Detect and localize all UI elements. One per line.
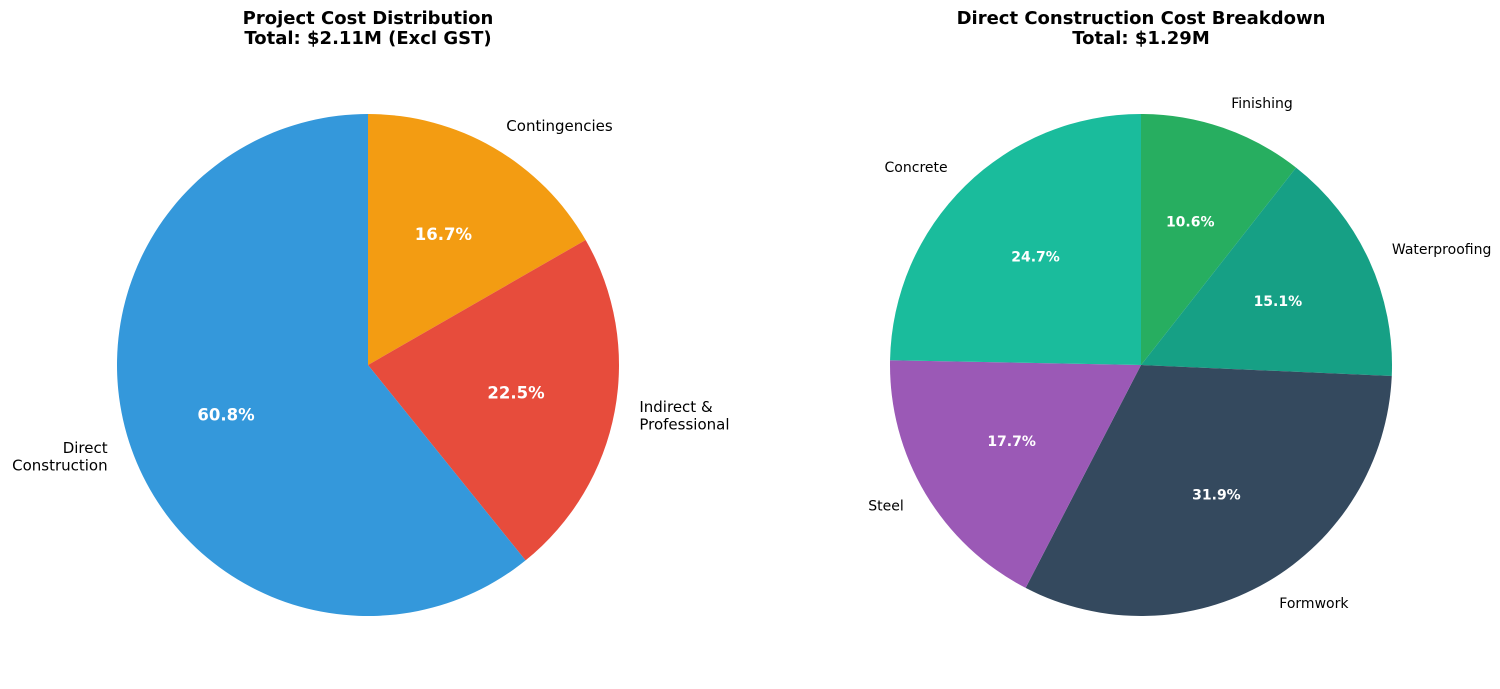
slice-label-direct-construction: Direct Construction <box>12 439 108 475</box>
slice-percent-finishing: 10.6% <box>1166 215 1215 231</box>
slice-label-waterproofing: Waterproofing <box>1392 242 1491 258</box>
slice-label-line: Steel <box>868 498 904 514</box>
pie-slice-direct-construction <box>117 114 526 616</box>
chart-title-line-1: Direct Construction Cost Breakdown <box>957 8 1326 29</box>
slice-label-line: Professional <box>639 416 729 434</box>
pie-slices: 16.7% Contingencies 22.5% Indirect & Profess… <box>12 114 730 616</box>
chart-title-line-1: Project Cost Distribution <box>243 8 494 29</box>
slice-label-line: Indirect & <box>639 398 713 416</box>
slice-percent-direct-construction: 60.8% <box>197 406 255 425</box>
slice-label-finishing: Finishing <box>1231 96 1293 112</box>
chart-title-line-2: Total: $2.11M (Excl GST) <box>244 28 491 49</box>
project-cost-distribution-chart: Project Cost Distribution Total: $2.11M … <box>12 8 730 616</box>
slice-percent-formwork: 31.9% <box>1192 487 1241 503</box>
slice-percent-waterproofing: 15.1% <box>1254 294 1303 310</box>
direct-construction-cost-breakdown-chart: Direct Construction Cost Breakdown Total… <box>868 8 1491 616</box>
pie-slice-waterproofing <box>1141 167 1393 377</box>
pie-slice-formwork <box>1025 365 1392 616</box>
slice-label-indirect-professional: Indirect & Professional <box>639 398 729 434</box>
pie-slices: 10.6% Finishing 15.1% Waterproofing 31.9% For… <box>868 96 1491 616</box>
slice-label-line: Concrete <box>885 160 948 176</box>
pie-slice-contingencies <box>368 114 586 365</box>
slice-percent-steel: 17.7% <box>987 434 1036 450</box>
pie-slice-concrete <box>890 114 1141 365</box>
slice-label-line: Waterproofing <box>1392 242 1491 258</box>
chart-title-line-2: Total: $1.29M <box>1072 28 1210 49</box>
slice-label-line: Direct <box>63 439 108 457</box>
pie-slice-indirect-professional <box>368 239 620 561</box>
pie-slice-finishing <box>1141 114 1297 365</box>
slice-label-steel: Steel <box>868 498 904 514</box>
slice-label-formwork: Formwork <box>1279 596 1349 612</box>
slice-label-line: Contingencies <box>506 117 613 135</box>
slice-label-line: Formwork <box>1279 596 1349 612</box>
pie-slice-steel <box>890 360 1141 588</box>
slice-percent-contingencies: 16.7% <box>415 225 473 244</box>
slice-percent-indirect-professional: 22.5% <box>487 383 545 402</box>
slice-percent-concrete: 24.7% <box>1011 250 1060 266</box>
slice-label-line: Finishing <box>1231 96 1293 112</box>
slice-label-concrete: Concrete <box>885 160 948 176</box>
slice-label-line: Construction <box>12 457 108 475</box>
slice-label-contingencies: Contingencies <box>506 117 613 135</box>
